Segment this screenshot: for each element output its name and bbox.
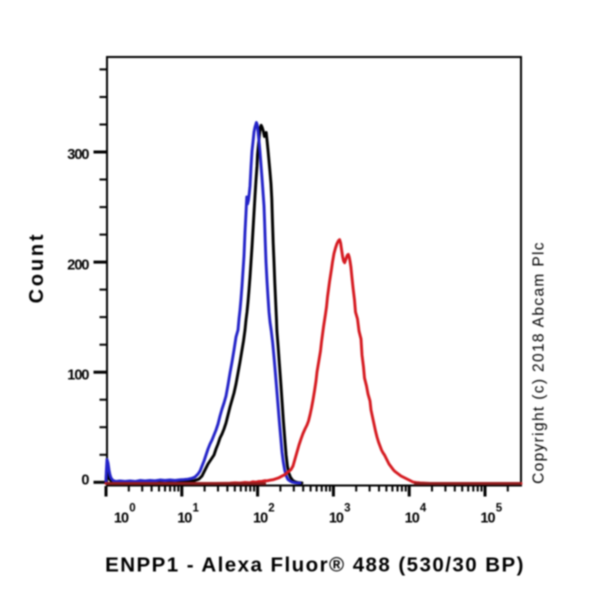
svg-text:3: 3	[344, 503, 350, 515]
svg-text:ENPP1 - Alexa Fluor® 488 (530/: ENPP1 - Alexa Fluor® 488 (530/30 BP)	[105, 554, 525, 577]
svg-text:0: 0	[81, 473, 89, 489]
svg-text:300: 300	[67, 147, 89, 163]
svg-text:100: 100	[67, 367, 89, 383]
svg-text:Count: Count	[26, 232, 48, 304]
svg-text:10: 10	[177, 511, 192, 527]
svg-text:10: 10	[253, 511, 268, 527]
svg-text:10: 10	[114, 511, 129, 527]
svg-text:10: 10	[329, 511, 344, 527]
svg-text:200: 200	[67, 257, 89, 273]
svg-text:4: 4	[420, 503, 427, 515]
svg-text:10: 10	[480, 511, 495, 527]
svg-text:2: 2	[268, 503, 274, 515]
svg-text:10: 10	[405, 511, 420, 527]
svg-text:5: 5	[496, 503, 503, 515]
svg-text:0: 0	[129, 503, 135, 515]
svg-text:1: 1	[193, 503, 200, 515]
svg-text:Copyright (c) 2018 Abcam Plc: Copyright (c) 2018 Abcam Plc	[531, 241, 548, 484]
